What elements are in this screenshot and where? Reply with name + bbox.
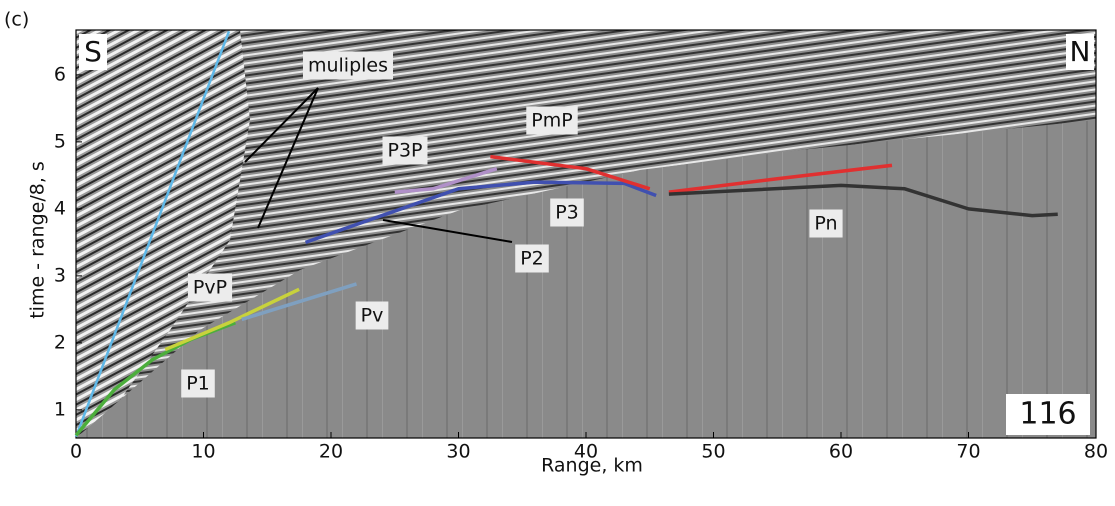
phase-pick <box>304 180 657 245</box>
annotation: PvP <box>193 277 227 299</box>
corner-label: S <box>84 35 102 68</box>
x-tick-label: 40 <box>574 441 598 463</box>
x-axis-label: Range, km <box>541 455 643 477</box>
annotation-box <box>526 106 578 135</box>
x-tick-label: 0 <box>70 441 82 463</box>
phase-pick <box>668 183 1058 218</box>
annotation-box <box>187 273 233 302</box>
annotation-box <box>515 244 549 273</box>
x-tick-label: 10 <box>191 441 215 463</box>
corner-box <box>1066 34 1094 70</box>
x-tick-label: 30 <box>446 441 470 463</box>
leader-line <box>257 87 319 229</box>
y-tick-label: 1 <box>54 398 66 420</box>
x-tick-label: 70 <box>956 441 980 463</box>
annotation-box <box>181 369 215 398</box>
x-tick-label: 80 <box>1084 441 1108 463</box>
y-tick-label: 5 <box>54 130 66 152</box>
panel-label: (c) <box>4 9 29 31</box>
x-tick-label: 20 <box>319 441 343 463</box>
annotation: P2 <box>520 248 544 270</box>
x-tick-label: 60 <box>829 441 853 463</box>
annotation: muliples <box>308 55 388 77</box>
annotation: PmP <box>531 110 572 132</box>
annotation: Pv <box>361 305 384 327</box>
y-tick-label: 6 <box>54 63 66 85</box>
annotation-box <box>355 301 389 330</box>
phase-pick <box>668 163 893 194</box>
y-axis-label: time - range/8, s <box>27 161 49 319</box>
x-tick-label: 50 <box>701 441 725 463</box>
annotation-box <box>809 209 843 238</box>
seismic-background <box>76 30 1096 438</box>
y-tick-label: 4 <box>54 197 66 219</box>
leader-line <box>382 219 513 243</box>
record-number: 116 <box>1019 397 1076 432</box>
phase-pick <box>394 167 498 194</box>
annotation: P3 <box>555 202 579 224</box>
annotation-box <box>382 136 428 165</box>
record-box <box>1006 394 1090 435</box>
leader-line <box>244 87 319 163</box>
phase-pick <box>241 282 358 322</box>
annotation: P1 <box>186 373 210 395</box>
y-tick-label: 2 <box>54 331 66 353</box>
y-tick-label: 3 <box>54 264 66 286</box>
phase-pick <box>164 287 300 352</box>
corner-label: N <box>1070 35 1091 68</box>
annotation-box <box>302 51 394 80</box>
annotation: Pn <box>814 213 837 235</box>
corner-box <box>79 34 107 70</box>
annotation-box <box>550 198 584 227</box>
phase-pick <box>74 30 231 438</box>
annotation: P3P <box>387 140 422 162</box>
phase-pick <box>490 154 651 191</box>
